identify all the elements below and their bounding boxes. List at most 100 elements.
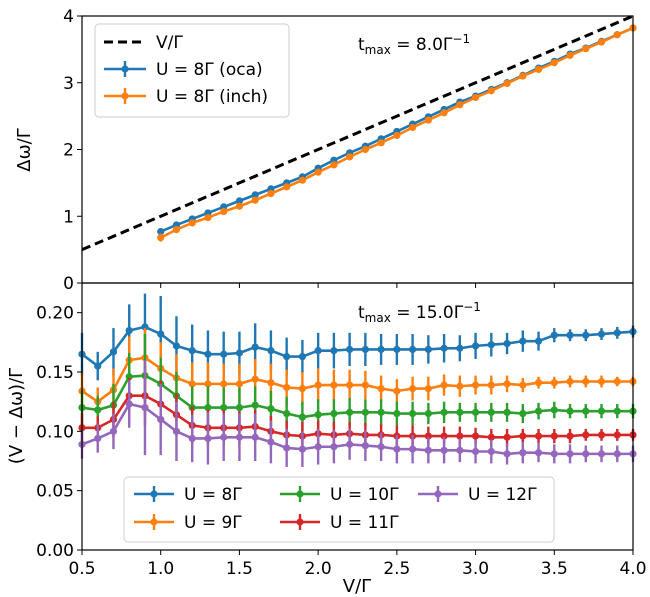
bottom-panel: 0.5 1.0 1.5 2.0 2.5 3.0 3.5 4.0 0.00 0.05 0.10 0.15… bbox=[6, 282, 647, 597]
data-point bbox=[235, 197, 244, 205]
data-point bbox=[393, 131, 401, 140]
data-point bbox=[503, 408, 511, 416]
data-point bbox=[409, 385, 417, 393]
legend-item-u-12: U = 12Γ bbox=[418, 485, 537, 505]
data-point bbox=[471, 408, 480, 416]
bottom-y-tick-label: 0.10 bbox=[36, 422, 74, 442]
top-ylabel: Δω/Γ bbox=[14, 128, 35, 171]
top-y-tick-label: 4 bbox=[63, 7, 74, 27]
data-point bbox=[550, 406, 558, 414]
data-point bbox=[597, 407, 606, 415]
data-point bbox=[534, 449, 543, 457]
data-point bbox=[330, 161, 338, 169]
data-point bbox=[204, 404, 212, 412]
data-point bbox=[283, 383, 291, 392]
legend-label: U = 8Γ bbox=[184, 485, 242, 505]
data-point bbox=[566, 407, 574, 415]
data-point bbox=[235, 349, 244, 357]
data-point bbox=[94, 362, 102, 370]
data-point bbox=[141, 404, 149, 412]
top-panel: 0 1 2 3 4 Δω/Γ tmax = 8.0Γ−1 V/Γ U = 8Γ (oca)… bbox=[14, 7, 637, 294]
data-point bbox=[487, 447, 495, 456]
data-point bbox=[519, 381, 527, 389]
data-point bbox=[251, 375, 259, 383]
data-point bbox=[519, 72, 527, 80]
bottom-x-tick-label: 3.0 bbox=[462, 559, 489, 579]
data-point bbox=[534, 379, 543, 387]
top-y-tick-label: 1 bbox=[63, 207, 74, 227]
data-point bbox=[487, 381, 495, 389]
data-point bbox=[361, 441, 369, 450]
data-point bbox=[157, 415, 165, 424]
data-point bbox=[377, 408, 385, 416]
legend-item-u-8-oca: U = 8Γ (oca) bbox=[104, 60, 263, 80]
data-point bbox=[172, 342, 181, 350]
data-point bbox=[251, 343, 259, 351]
data-point bbox=[534, 65, 543, 73]
data-point bbox=[298, 352, 306, 361]
data-point bbox=[251, 191, 259, 199]
data-point bbox=[550, 331, 558, 339]
data-point bbox=[487, 433, 495, 441]
bottom-ylabel: (V − Δω)/Γ bbox=[6, 368, 27, 464]
data-point bbox=[503, 450, 511, 458]
data-point bbox=[188, 380, 196, 388]
data-point bbox=[519, 409, 527, 418]
data-point bbox=[519, 432, 527, 440]
data-point bbox=[424, 345, 432, 354]
data-point bbox=[314, 168, 322, 176]
data-point bbox=[314, 411, 322, 419]
data-point bbox=[220, 207, 228, 216]
data-point bbox=[172, 226, 181, 234]
data-point bbox=[582, 450, 590, 458]
legend-label: V/Γ bbox=[156, 33, 183, 53]
data-point bbox=[330, 381, 338, 389]
legend-swatch-marker bbox=[296, 518, 304, 526]
data-point bbox=[283, 183, 291, 191]
top-y-tick-label: 3 bbox=[63, 74, 74, 94]
data-point bbox=[125, 400, 133, 408]
bottom-x-tick-label: 1.0 bbox=[147, 559, 174, 579]
data-point bbox=[566, 377, 574, 386]
bottom-x-tick-label: 3.5 bbox=[541, 559, 568, 579]
data-point bbox=[267, 189, 275, 198]
data-point bbox=[330, 443, 338, 451]
top-plot-area bbox=[81, 14, 637, 252]
data-point bbox=[125, 326, 133, 335]
series-line bbox=[82, 394, 633, 439]
data-point bbox=[503, 79, 511, 88]
bottom-y-tick-label: 0.20 bbox=[36, 304, 74, 324]
legend-item-u-10: U = 10Γ bbox=[280, 485, 399, 505]
data-point bbox=[613, 407, 621, 415]
legend-frame bbox=[94, 23, 290, 118]
data-point bbox=[204, 380, 212, 388]
data-point bbox=[393, 445, 401, 453]
data-point bbox=[188, 434, 196, 443]
data-point bbox=[582, 45, 590, 53]
bottom-x-tick-label: 2.0 bbox=[305, 559, 332, 579]
data-point bbox=[346, 345, 354, 354]
data-point bbox=[267, 438, 275, 446]
data-point bbox=[235, 202, 244, 210]
data-point bbox=[424, 116, 432, 124]
data-point bbox=[157, 330, 165, 338]
legend-label: U = 11Γ bbox=[330, 513, 399, 533]
data-point bbox=[172, 427, 181, 435]
bottom-x-tick-label: 1.5 bbox=[226, 559, 253, 579]
data-point bbox=[361, 145, 369, 154]
data-point bbox=[456, 408, 464, 416]
data-point bbox=[471, 381, 480, 389]
top-annotation: tmax = 8.0Γ−1 bbox=[358, 32, 470, 57]
data-point bbox=[424, 385, 432, 393]
data-point bbox=[235, 380, 244, 388]
data-point bbox=[330, 347, 338, 355]
data-point bbox=[314, 347, 322, 355]
data-point bbox=[503, 433, 511, 441]
reference-line-v-over-gamma bbox=[81, 14, 634, 252]
data-point bbox=[188, 347, 196, 355]
data-point bbox=[424, 432, 432, 440]
legend-label: U = 12Γ bbox=[468, 485, 537, 505]
data-point bbox=[613, 450, 621, 458]
data-point bbox=[456, 446, 464, 454]
data-point bbox=[503, 339, 511, 348]
